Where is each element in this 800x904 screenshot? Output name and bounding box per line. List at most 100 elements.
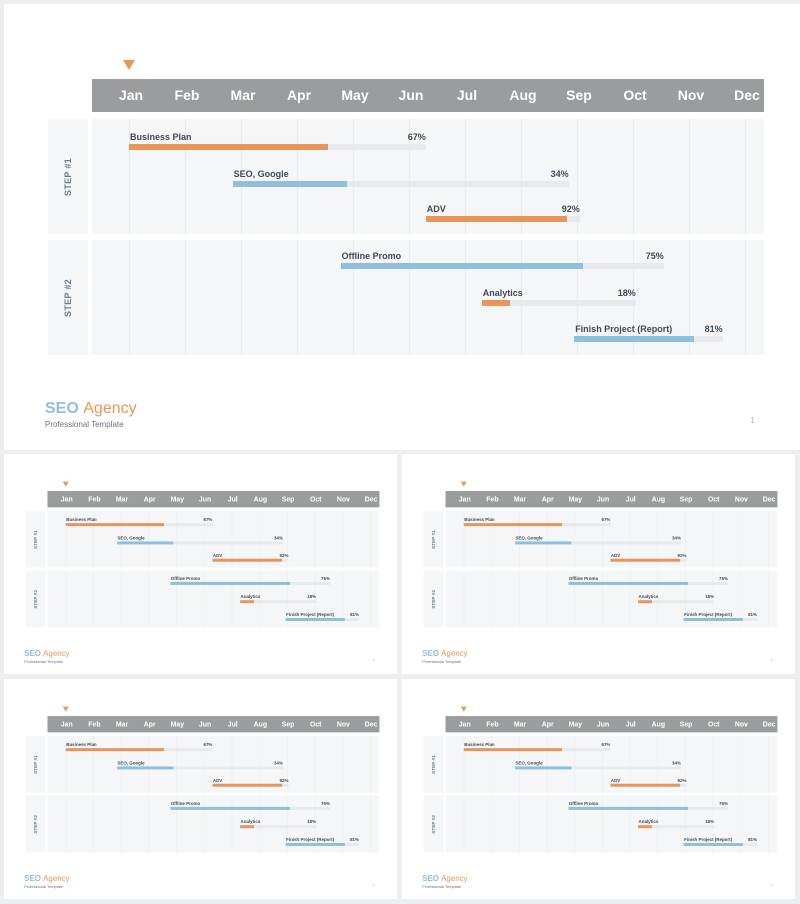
brand-logo: SEO Agency bbox=[422, 875, 467, 884]
task-percent: 75% bbox=[719, 801, 728, 806]
month-header-bar: Jan Feb Mar Apr May Jun Jul Aug Sep Oct Nov Dec bbox=[445, 491, 778, 508]
step-label: STEP #1 bbox=[33, 529, 39, 549]
task-label: Business Plan bbox=[464, 742, 495, 748]
step-panel bbox=[47, 510, 380, 568]
step-label-box: STEP #2 bbox=[48, 240, 88, 355]
task-label: Finish Project (Report) bbox=[286, 837, 335, 843]
task-percent: 75% bbox=[719, 576, 728, 581]
gridline bbox=[241, 240, 242, 355]
month-label: Jul bbox=[625, 495, 636, 503]
gridline bbox=[745, 119, 746, 234]
task-label: Finish Project (Report) bbox=[684, 612, 733, 618]
month-label: Feb bbox=[486, 495, 499, 503]
task-percent: 34% bbox=[672, 760, 681, 766]
task-percent: 34% bbox=[550, 169, 569, 179]
month-label: Jun bbox=[198, 720, 212, 728]
month-label: Oct bbox=[707, 495, 720, 503]
month-label: Apr bbox=[143, 495, 156, 503]
task-label: Analytics bbox=[240, 594, 261, 600]
step-label-box: STEP #1 bbox=[423, 510, 444, 568]
step-panel bbox=[47, 735, 380, 793]
task-track bbox=[463, 523, 611, 527]
task-progress-bar bbox=[170, 581, 291, 585]
task-percent: 92% bbox=[677, 552, 687, 558]
brand-logo: SEO Agency bbox=[422, 650, 467, 659]
brand-seo: SEO bbox=[24, 649, 41, 659]
month-label: Aug bbox=[509, 87, 537, 103]
task-track bbox=[285, 618, 359, 621]
month-label: Jun bbox=[596, 720, 610, 728]
task-percent: 75% bbox=[645, 251, 664, 261]
step-label: STEP #1 bbox=[431, 754, 437, 774]
brand-logo: SEO Agency bbox=[24, 875, 69, 884]
brand-subtitle: Professional Template bbox=[24, 884, 64, 889]
step-label-box: STEP #2 bbox=[423, 570, 444, 628]
step-label: STEP #1 bbox=[63, 157, 73, 196]
month-label: May bbox=[568, 720, 583, 728]
month-label: Oct bbox=[623, 87, 647, 103]
task-track bbox=[116, 766, 283, 770]
brand-seo: SEO bbox=[422, 874, 439, 884]
task-label: Business Plan bbox=[464, 517, 495, 523]
task-percent: 18% bbox=[705, 594, 715, 600]
month-label: Sep bbox=[679, 495, 693, 503]
step-label-box: STEP #2 bbox=[25, 795, 46, 853]
task-track bbox=[65, 523, 213, 527]
month-label: Jul bbox=[456, 87, 478, 103]
month-label: Jun bbox=[198, 495, 212, 503]
month-header-bar: Jan Feb Mar Apr May Jun Jul Aug Sep Oct Nov Dec bbox=[92, 79, 764, 112]
month-label: May bbox=[568, 495, 583, 503]
task-label: Finish Project (Report) bbox=[286, 612, 335, 618]
brand-subtitle: Professional Template bbox=[422, 659, 462, 664]
task-label: Offline Promo bbox=[170, 576, 201, 581]
task-percent: 18% bbox=[617, 288, 636, 298]
task-progress-bar bbox=[481, 300, 510, 306]
task-track bbox=[170, 806, 330, 810]
step-label: STEP #2 bbox=[431, 589, 437, 609]
task-progress-bar bbox=[116, 541, 174, 545]
month-header-bar: Jan Feb Mar Apr May Jun Jul Aug Sep Oct Nov Dec bbox=[47, 491, 380, 508]
task-track bbox=[463, 748, 611, 752]
task-track bbox=[568, 806, 728, 810]
month-header-bar: Jan Feb Mar Apr May Jun Jul Aug Sep Oct Nov Dec bbox=[445, 716, 778, 733]
task-progress-bar bbox=[212, 783, 283, 787]
step-panel bbox=[445, 735, 778, 793]
month-label: Sep bbox=[281, 495, 295, 503]
page-number: 1 bbox=[372, 882, 375, 887]
task-track bbox=[610, 783, 687, 787]
gridline bbox=[185, 119, 186, 234]
task-label: SEO, Google bbox=[515, 535, 543, 541]
task-progress-bar bbox=[610, 558, 681, 562]
gridline bbox=[465, 119, 466, 234]
month-label: Nov bbox=[336, 720, 350, 728]
month-label: Jan bbox=[60, 720, 73, 728]
month-label: Apr bbox=[143, 720, 156, 728]
task-progress-bar bbox=[425, 216, 568, 222]
task-track bbox=[129, 144, 426, 150]
step-label: STEP #1 bbox=[431, 529, 437, 549]
month-label: Mar bbox=[230, 87, 256, 103]
task-track bbox=[638, 600, 715, 604]
task-label: Analytics bbox=[638, 594, 659, 600]
task-track bbox=[240, 825, 317, 829]
task-percent: 67% bbox=[601, 517, 611, 523]
month-label: Sep bbox=[566, 87, 592, 103]
brand-logo: SEO Agency bbox=[45, 400, 137, 418]
task-track bbox=[514, 541, 681, 545]
task-track bbox=[574, 336, 723, 342]
month-label: Jul bbox=[625, 720, 636, 728]
task-percent: 92% bbox=[279, 777, 289, 783]
gridline bbox=[409, 119, 410, 234]
current-month-marker bbox=[460, 481, 467, 487]
task-label: Business Plan bbox=[66, 742, 97, 748]
task-label: SEO, Google bbox=[117, 760, 145, 766]
month-label: Aug bbox=[253, 495, 268, 503]
month-label: Jul bbox=[227, 720, 238, 728]
task-label: ADV bbox=[610, 552, 621, 558]
task-percent: 92% bbox=[561, 204, 580, 214]
task-percent: 18% bbox=[705, 819, 715, 825]
task-progress-bar bbox=[514, 541, 572, 545]
task-track bbox=[212, 783, 289, 787]
month-label: Jul bbox=[227, 495, 238, 503]
brand-agency: Agency bbox=[441, 649, 468, 659]
